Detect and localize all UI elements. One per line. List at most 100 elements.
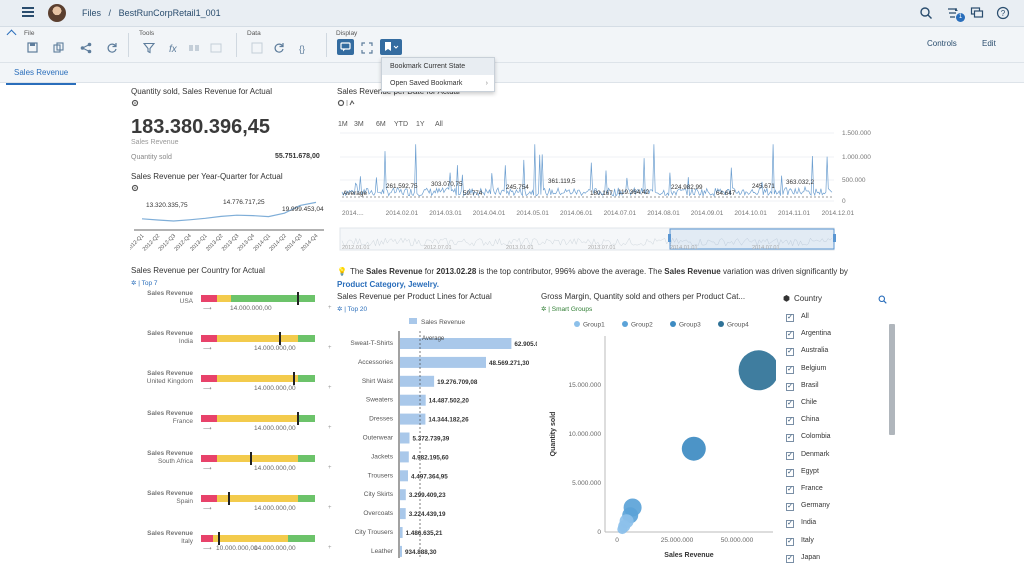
breadcrumb-files[interactable]: Files <box>82 8 102 18</box>
range-1m[interactable]: 1M <box>338 121 348 128</box>
range-all[interactable]: All <box>435 121 443 128</box>
country-row[interactable]: Sales Revenue South Africa ⟶ 14.000.000,00 + <box>130 450 332 490</box>
menu-icon[interactable] <box>22 7 34 17</box>
filter-item-india[interactable]: ✓ India <box>786 519 816 529</box>
expand-icon[interactable]: + <box>328 305 332 311</box>
quarter-line-chart[interactable]: 13.320.335,75 14.776.717,25 19.999.453,0… <box>130 192 330 262</box>
product-bar[interactable] <box>400 375 435 387</box>
product-bar[interactable] <box>400 470 408 482</box>
checkbox[interactable]: ✓ <box>786 554 794 563</box>
comment-mode-button[interactable] <box>337 39 354 55</box>
edit-button[interactable]: Edit <box>982 39 996 48</box>
range-1y[interactable]: 1Y <box>416 121 425 128</box>
checkbox[interactable]: ✓ <box>786 331 794 340</box>
product-bar[interactable] <box>400 356 486 368</box>
share-icon[interactable] <box>80 42 92 54</box>
filter-item-argentina[interactable]: ✓ Argentina <box>786 330 831 340</box>
expand-icon[interactable]: + <box>328 505 332 511</box>
product-bar-chart[interactable]: Sales Revenue Sweat-T-Shirts 62.905.059,7… <box>337 314 537 562</box>
filter-scrollbar[interactable] <box>889 324 895 435</box>
bubble-point[interactable] <box>738 350 776 391</box>
filter-item-belgium[interactable]: ✓ Belgium <box>786 365 826 374</box>
product-bar[interactable] <box>400 451 409 463</box>
country-row[interactable]: Sales Revenue Spain ⟶ 14.000.000,00 + <box>130 490 332 530</box>
expand-icon[interactable]: + <box>328 465 332 471</box>
product-bar[interactable] <box>400 489 406 501</box>
filter-item-chile[interactable]: ✓ Chile <box>786 399 817 408</box>
save-icon[interactable] <box>27 42 39 54</box>
checkbox[interactable]: ✓ <box>786 314 794 322</box>
filter-item-brasil[interactable]: ✓ Brasil <box>786 382 819 391</box>
tab-sales-revenue[interactable]: Sales Revenue <box>6 66 77 85</box>
bubble-point[interactable] <box>681 436 706 461</box>
country-row[interactable]: Sales Revenue India ⟶ 14.000.000,00 + <box>130 330 332 370</box>
bubble-chart[interactable]: Group1 Group2 Group3 Group4 15.000.000 10.00… <box>541 314 776 564</box>
product-bar[interactable] <box>400 508 406 520</box>
menu-item-open-saved-bookmark[interactable]: Open Saved Bookmark › <box>382 75 494 92</box>
product-bar[interactable] <box>400 413 426 425</box>
help-icon[interactable]: ? <box>996 6 1010 20</box>
smart-groups-label[interactable]: ✲ | Smart Groups <box>541 306 593 313</box>
country-row[interactable]: Sales Revenue France ⟶ 14.000.000,00 + <box>130 410 332 450</box>
filter-item-denmark[interactable]: ✓ Denmark <box>786 451 829 460</box>
menu-item-bookmark-current-state[interactable]: Bookmark Current State <box>382 58 494 75</box>
script-icon[interactable]: {} <box>299 42 311 54</box>
country-row[interactable]: Sales Revenue USA ⟶ 14.000.000,00 + <box>130 290 332 330</box>
checkbox[interactable]: ✓ <box>786 468 794 477</box>
checkbox[interactable]: ✓ <box>786 365 794 374</box>
top-20-label[interactable]: ✲ | Top 20 <box>337 306 368 313</box>
navigator-handle-right[interactable] <box>833 234 836 242</box>
checkbox[interactable]: ✓ <box>786 382 794 391</box>
checkbox[interactable]: ✓ <box>786 486 794 494</box>
checkbox[interactable]: ✓ <box>786 348 794 357</box>
legend-label[interactable]: Group1 <box>583 322 605 329</box>
insight-link-jewelry[interactable]: Jewelry <box>407 280 437 289</box>
insight-link-product-category[interactable]: Product Category <box>337 280 404 289</box>
expand-icon[interactable]: + <box>328 425 332 431</box>
checkbox[interactable]: ✓ <box>786 451 794 460</box>
expand-icon[interactable]: + <box>328 385 332 391</box>
formula-icon[interactable]: fx <box>167 42 179 54</box>
filter-item-australia[interactable]: ✓ Australia <box>786 347 828 357</box>
filter-item-china[interactable]: ✓ China <box>786 416 819 426</box>
search-icon[interactable] <box>878 295 887 304</box>
filter-item-germany[interactable]: ✓ Germany <box>786 502 830 512</box>
filter-item-france[interactable]: ✓ France <box>786 485 823 494</box>
product-bar[interactable] <box>400 338 512 349</box>
settings-icon[interactable] <box>337 99 355 107</box>
controls-button[interactable]: Controls <box>927 39 957 48</box>
filter-icon[interactable] <box>143 42 155 54</box>
avatar[interactable] <box>48 4 66 22</box>
product-bar[interactable] <box>400 394 426 406</box>
expand-icon[interactable]: + <box>328 345 332 351</box>
filter-item-egypt[interactable]: ✓ Egypt <box>786 468 819 477</box>
product-bar[interactable] <box>400 432 410 444</box>
top-7-label[interactable]: ✲ | Top 7 <box>131 280 158 287</box>
country-row[interactable]: Sales Revenue Italy ⟶ 10.000.000,00 14.000.0… <box>130 530 331 570</box>
search-icon[interactable] <box>919 6 933 20</box>
settings-icon[interactable] <box>131 99 139 107</box>
legend-label[interactable]: Group3 <box>679 322 701 329</box>
bubble-point[interactable] <box>617 524 628 535</box>
country-row[interactable]: Sales Revenue United Kingdom ⟶ 14.000.000,0… <box>130 370 332 410</box>
checkbox[interactable]: ✓ <box>786 400 794 408</box>
fullscreen-icon[interactable] <box>361 42 373 54</box>
checkbox[interactable]: ✓ <box>786 537 794 546</box>
legend-label[interactable]: Group2 <box>631 322 653 329</box>
range-ytd[interactable]: YTD <box>394 121 408 128</box>
bookmark-button[interactable] <box>380 39 402 55</box>
notification-icon[interactable] <box>946 6 960 20</box>
settings-icon[interactable] <box>131 184 139 192</box>
product-bar[interactable] <box>400 545 402 557</box>
chat-icon[interactable] <box>970 6 984 20</box>
checkbox[interactable]: ✓ <box>786 417 794 426</box>
checkbox[interactable]: ✓ <box>786 503 794 512</box>
collapse-toolbar-icon[interactable] <box>6 29 17 40</box>
checkbox[interactable]: ✓ <box>786 520 794 529</box>
navigator-handle-left[interactable] <box>668 234 671 242</box>
legend-label[interactable]: Group4 <box>727 322 749 329</box>
data-refresh-icon[interactable] <box>273 42 285 54</box>
filter-item-all[interactable]: ✓ All <box>786 313 809 322</box>
checkbox[interactable]: ✓ <box>786 434 794 443</box>
